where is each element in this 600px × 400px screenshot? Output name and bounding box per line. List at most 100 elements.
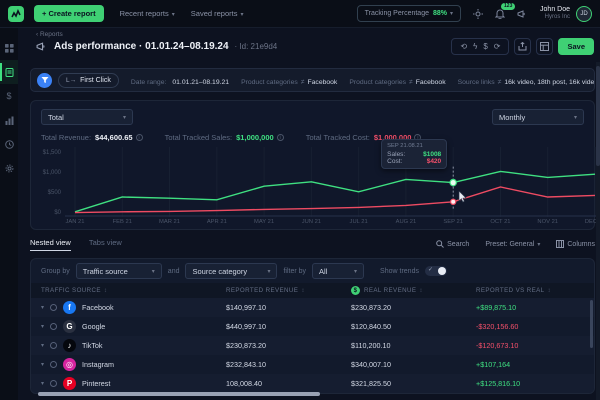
expand-chevron-icon[interactable]: ▾ <box>41 362 45 368</box>
info-icon[interactable]: i <box>135 134 143 141</box>
sidebar-item-reports[interactable] <box>0 60 18 84</box>
expand-chevron-icon[interactable]: ▾ <box>41 343 45 349</box>
notifications-bell-icon[interactable]: 123 <box>495 3 516 19</box>
refresh-icon[interactable]: ⟳ <box>493 42 501 51</box>
info-icon[interactable]: i <box>276 134 284 141</box>
layout-grid-button[interactable] <box>536 38 554 55</box>
col-traffic-source[interactable]: Traffic source ↕ <box>41 287 108 294</box>
traffic-source-name: TikTok <box>82 341 103 350</box>
filter-condition[interactable]: Source links ≠ 16k video, 18th post, 16k v… <box>457 79 595 86</box>
filter-funnel-icon[interactable] <box>37 72 52 88</box>
x-axis-label: OCT 21 <box>490 219 511 225</box>
flash-icon[interactable]: ϟ <box>473 42 478 51</box>
saved-reports-menu[interactable]: Saved reports ▾ <box>190 9 244 18</box>
expand-chevron-icon[interactable]: ▾ <box>41 381 45 387</box>
cursor-icon <box>458 190 467 203</box>
search-control[interactable]: Search <box>436 240 469 248</box>
group-by-second-select[interactable]: Source category ▾ <box>185 263 278 279</box>
table-row[interactable]: ▾ P Pinterest 108,008.40 $321,825.50 +$1… <box>31 374 594 393</box>
reported-revenue-value: $140,997.10 <box>226 303 266 312</box>
table-vertical-scrollbar[interactable] <box>590 300 593 348</box>
col-reported-revenue[interactable]: Reported revenue ↕ <box>226 287 305 294</box>
tab-nested-view[interactable]: Nested view <box>30 238 71 251</box>
google-icon: G <box>63 320 77 333</box>
page-scrollbar[interactable] <box>596 66 600 166</box>
app-logo-icon[interactable] <box>8 5 24 22</box>
pinterest-icon: P <box>63 377 77 390</box>
announcements-megaphone-icon[interactable] <box>517 9 528 19</box>
currency-icon[interactable]: $ <box>483 42 488 51</box>
traffic-source-name: Facebook <box>82 303 114 312</box>
reported-vs-real-value: -$320,156.60 <box>476 322 519 331</box>
group-by-select[interactable]: Traffic source ▾ <box>75 263 162 279</box>
reported-revenue-value: $440,997.10 <box>226 322 266 331</box>
tracking-percentage-dropdown[interactable]: Tracking Percentage 88% ▾ <box>356 5 462 22</box>
table-row[interactable]: ▾ ♪ TikTok $230,873.20 $110,200.10 -$120… <box>31 336 594 355</box>
x-axis-label: SEP 21 <box>443 219 463 225</box>
sidebar-item-analytics[interactable] <box>0 108 18 132</box>
user-company: Hyros Inc <box>544 14 570 21</box>
traffic-source-name: Google <box>82 322 106 331</box>
show-trends-label: Show trends <box>380 267 419 275</box>
table-header-row: Traffic source ↕ Reported revenue ↕ $ Real … <box>31 283 594 298</box>
sidebar-item-history[interactable] <box>0 132 18 156</box>
user-info[interactable]: John Doe Hyros Inc <box>540 6 570 22</box>
theme-brightness-icon[interactable] <box>473 8 484 19</box>
metric-select[interactable]: Total ▾ <box>41 109 133 125</box>
undo-history-icon[interactable]: ⟲ <box>460 42 468 51</box>
filter-by-select[interactable]: All ▾ <box>312 263 365 279</box>
x-axis-label: MAR 21 <box>159 219 180 225</box>
user-avatar[interactable]: JD <box>576 5 592 22</box>
sidebar-item-billing[interactable]: $ <box>6 91 12 101</box>
ad-account-icon <box>50 380 58 387</box>
sort-icon: ↕ <box>301 287 305 294</box>
ad-account-icon <box>50 304 58 311</box>
check-icon: ✓ <box>427 267 433 273</box>
reported-vs-real-value: -$120,673.10 <box>476 341 519 350</box>
create-report-button[interactable]: + Create report <box>34 5 104 22</box>
show-trends-toggle[interactable]: ✓ <box>424 266 447 276</box>
real-revenue-value: $321,825.50 <box>351 379 391 388</box>
view-tabs-row: Nested view Tabs view Search Preset: Gen… <box>30 236 595 252</box>
save-button[interactable]: Save <box>558 38 594 55</box>
breadcrumb[interactable]: ‹ Reports <box>36 31 63 38</box>
sort-icon: ↕ <box>547 287 551 294</box>
x-axis-label: NOV 21 <box>537 219 559 225</box>
ad-account-icon <box>50 323 58 330</box>
table-row[interactable]: ▾ ◎ Instagram $232,843.10 $340,007.10 +$… <box>31 355 594 374</box>
tooltip-date: SEP 21.08.21 <box>387 142 423 149</box>
sidebar-item-dashboard[interactable] <box>0 36 18 60</box>
reported-revenue-value: $232,843.10 <box>226 360 266 369</box>
sidebar-item-settings[interactable] <box>0 156 18 180</box>
recent-reports-menu[interactable]: Recent reports ▾ <box>119 9 175 18</box>
performance-chart-svg[interactable] <box>65 147 600 217</box>
col-reported-vs-real[interactable]: Reported vs real ↕ <box>476 287 551 294</box>
granularity-select[interactable]: Monthly ▾ <box>492 109 584 125</box>
tooltip-cost-value: $420 <box>426 157 442 165</box>
columns-control[interactable]: Columns <box>556 240 595 248</box>
filter-condition[interactable]: Product categories ≠ Facebook <box>241 79 338 86</box>
horizontal-scrollbar[interactable] <box>38 392 320 396</box>
tiktok-icon: ♪ <box>63 339 77 352</box>
attribution-model-pill[interactable]: L→ First Click <box>58 72 119 88</box>
data-table-panel: Group by Traffic source ▾ and Source cate… <box>30 258 595 394</box>
expand-chevron-icon[interactable]: ▾ <box>41 305 45 311</box>
table-row[interactable]: ▾ G Google $440,997.10 $120,840.50 -$320… <box>31 317 594 336</box>
instagram-icon: ◎ <box>63 358 77 371</box>
filter-condition[interactable]: Product categories ≠ Facebook <box>349 79 446 86</box>
col-real-revenue[interactable]: $ Real revenue ↕ <box>351 286 476 295</box>
preset-dropdown[interactable]: Preset: General ▾ <box>485 240 541 248</box>
real-revenue-value: $120,840.50 <box>351 322 391 331</box>
real-revenue-value: $230,873.20 <box>351 303 391 312</box>
table-row[interactable]: ▾ f Facebook $140,997.10 $230,873.20 +$8… <box>31 298 594 317</box>
tab-tabs-view[interactable]: Tabs view <box>88 238 122 247</box>
report-header: ‹ Reports Ads performance · 01.01.24–08.… <box>18 28 600 62</box>
filter-condition[interactable]: Date range: 01.01.21–08.19.21 <box>130 79 230 86</box>
export-share-button[interactable] <box>514 38 532 55</box>
y-axis-label: $500 <box>47 190 61 196</box>
total-tracked-sales-stat: Total Tracked Sales: $1,000,000 i <box>165 133 284 142</box>
real-revenue-icon: $ <box>351 286 360 295</box>
expand-chevron-icon[interactable]: ▾ <box>41 324 45 330</box>
x-axis-label: JUL 21 <box>349 219 368 225</box>
report-title: Ads performance · 01.01.24–08.19.24 <box>54 41 229 52</box>
